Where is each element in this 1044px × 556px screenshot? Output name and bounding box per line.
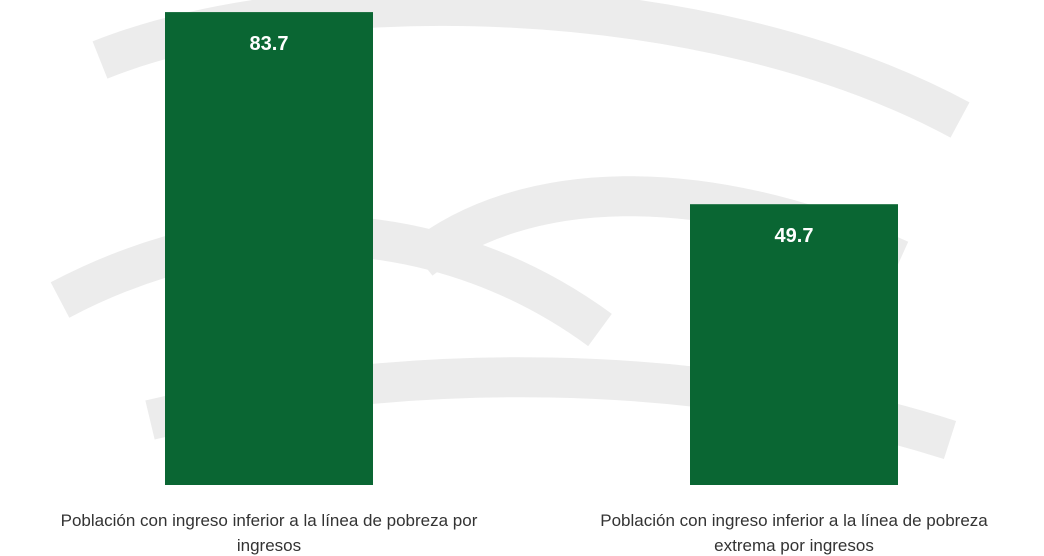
x-tick-label: Población con ingreso inferior a la líne… (44, 508, 494, 556)
x-tick-label: Población con ingreso inferior a la líne… (569, 508, 1019, 556)
data-label: 83.7 (250, 33, 289, 55)
data-label: 49.7 (775, 225, 814, 247)
bar (165, 12, 373, 485)
plot: 83.7 49.7 (0, 0, 1044, 556)
chart: 83.7 49.7 Población con ingreso inferior … (0, 0, 1044, 556)
